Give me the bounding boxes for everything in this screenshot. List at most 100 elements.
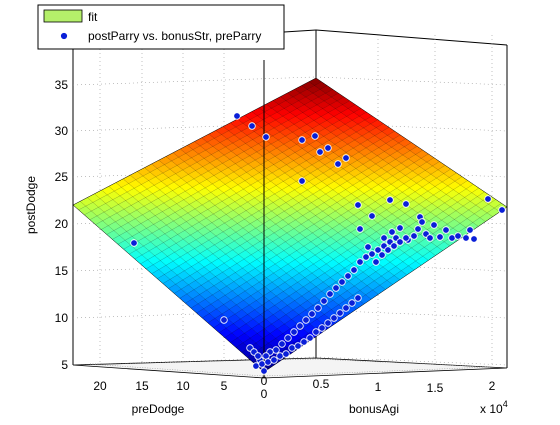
- mesh-line: [247, 195, 491, 358]
- mesh-line: [112, 104, 356, 240]
- data-point: [130, 239, 138, 247]
- mesh-line: [95, 93, 339, 225]
- data-point: [484, 195, 492, 203]
- legend-entry-fit: fit: [88, 10, 98, 24]
- data-point: [498, 206, 506, 214]
- data-point: [220, 316, 228, 324]
- multiplier-exponent: 4: [503, 399, 508, 409]
- data-point: [466, 226, 474, 234]
- grid-line: [72, 168, 317, 178]
- mesh-line: [144, 167, 336, 324]
- data-point: [388, 228, 396, 236]
- mesh-line: [218, 176, 463, 333]
- mesh-line: [115, 182, 307, 344]
- data-point: [368, 250, 376, 258]
- floor-mesh: [89, 358, 491, 377]
- data-point: [338, 278, 346, 286]
- data-points: [130, 112, 506, 375]
- surface-outline: [72, 77, 508, 373]
- data-point: [396, 224, 404, 232]
- data-point: [272, 346, 280, 354]
- floor-polygon: [72, 357, 508, 379]
- x-axis-label: preDodge: [132, 402, 185, 416]
- data-point: [320, 297, 328, 305]
- data-point: [311, 132, 319, 140]
- mesh-line: [273, 100, 465, 237]
- mesh-line: [129, 115, 373, 255]
- mesh-line: [180, 148, 372, 300]
- data-point: [410, 232, 418, 240]
- x-tick: 5: [221, 379, 228, 393]
- mesh-line: [101, 189, 293, 353]
- mesh-line: [294, 89, 486, 222]
- data-point: [290, 328, 298, 336]
- data-point: [302, 316, 310, 324]
- mesh-line: [101, 96, 345, 230]
- legend-entry-points: postParry vs. bonusStr, preParry: [88, 29, 261, 43]
- data-point: [336, 309, 344, 317]
- mesh-line: [145, 127, 390, 270]
- mesh-line: [301, 85, 493, 217]
- top-back-edge-right: [315, 29, 508, 46]
- mesh-line: [202, 165, 446, 319]
- data-point: [402, 200, 410, 208]
- data-point: [470, 235, 478, 243]
- legend-fit-swatch: [43, 9, 83, 23]
- data-point: [316, 148, 324, 156]
- mesh-line: [258, 107, 450, 246]
- data-point: [252, 362, 260, 370]
- mesh-line: [194, 141, 386, 290]
- mesh-line: [151, 163, 343, 319]
- mesh-line: [280, 96, 472, 232]
- mesh-line: [87, 197, 279, 363]
- mesh-line: [89, 89, 333, 220]
- data-point: [278, 340, 286, 348]
- mesh-line: [179, 149, 423, 299]
- mesh-line: [230, 184, 474, 343]
- z-tick: 10: [55, 311, 69, 325]
- mesh-line: [187, 145, 379, 295]
- data-point: [254, 352, 262, 360]
- legend-marker: [60, 32, 68, 40]
- data-point: [298, 136, 306, 144]
- data-point: [462, 234, 470, 242]
- data-point: [454, 232, 462, 240]
- grid-line: [72, 262, 317, 272]
- y-tick: 0.5: [313, 377, 330, 391]
- grid-line: [72, 122, 317, 132]
- mesh-line: [78, 81, 322, 211]
- mesh-line: [185, 153, 429, 304]
- data-point: [296, 322, 304, 330]
- data-point: [262, 133, 270, 141]
- data-point: [436, 233, 444, 241]
- z-axis-label: postDodge: [24, 176, 38, 234]
- mesh-line: [287, 92, 479, 227]
- data-point: [368, 212, 376, 220]
- mesh-line: [134, 119, 378, 260]
- data-point: [372, 258, 380, 266]
- y-axis-multiplier: x 104: [480, 399, 508, 416]
- data-point: [298, 177, 306, 185]
- mesh-line: [162, 138, 406, 284]
- data-point: [350, 266, 358, 274]
- data-point: [324, 319, 332, 327]
- z-tick: 30: [55, 124, 69, 138]
- mesh-line: [122, 178, 315, 339]
- z-tick: 20: [55, 217, 69, 231]
- x-tick: 15: [135, 379, 149, 393]
- data-point: [276, 352, 284, 360]
- mesh-line: [174, 146, 418, 294]
- floor-plane: [72, 357, 508, 379]
- mesh-line: [130, 174, 322, 334]
- data-point: [334, 160, 342, 168]
- fit-surface: [73, 78, 507, 372]
- y-ticks: 0 0.5 1 1.5 2: [261, 374, 496, 395]
- y-tick: 2: [489, 379, 496, 393]
- z-tick: 35: [55, 78, 69, 92]
- mesh-line: [117, 108, 362, 245]
- z-ticks: 5 10 15 20 25 30 35: [55, 78, 69, 372]
- x-tick: 20: [93, 379, 107, 393]
- z-tick: 5: [61, 358, 68, 372]
